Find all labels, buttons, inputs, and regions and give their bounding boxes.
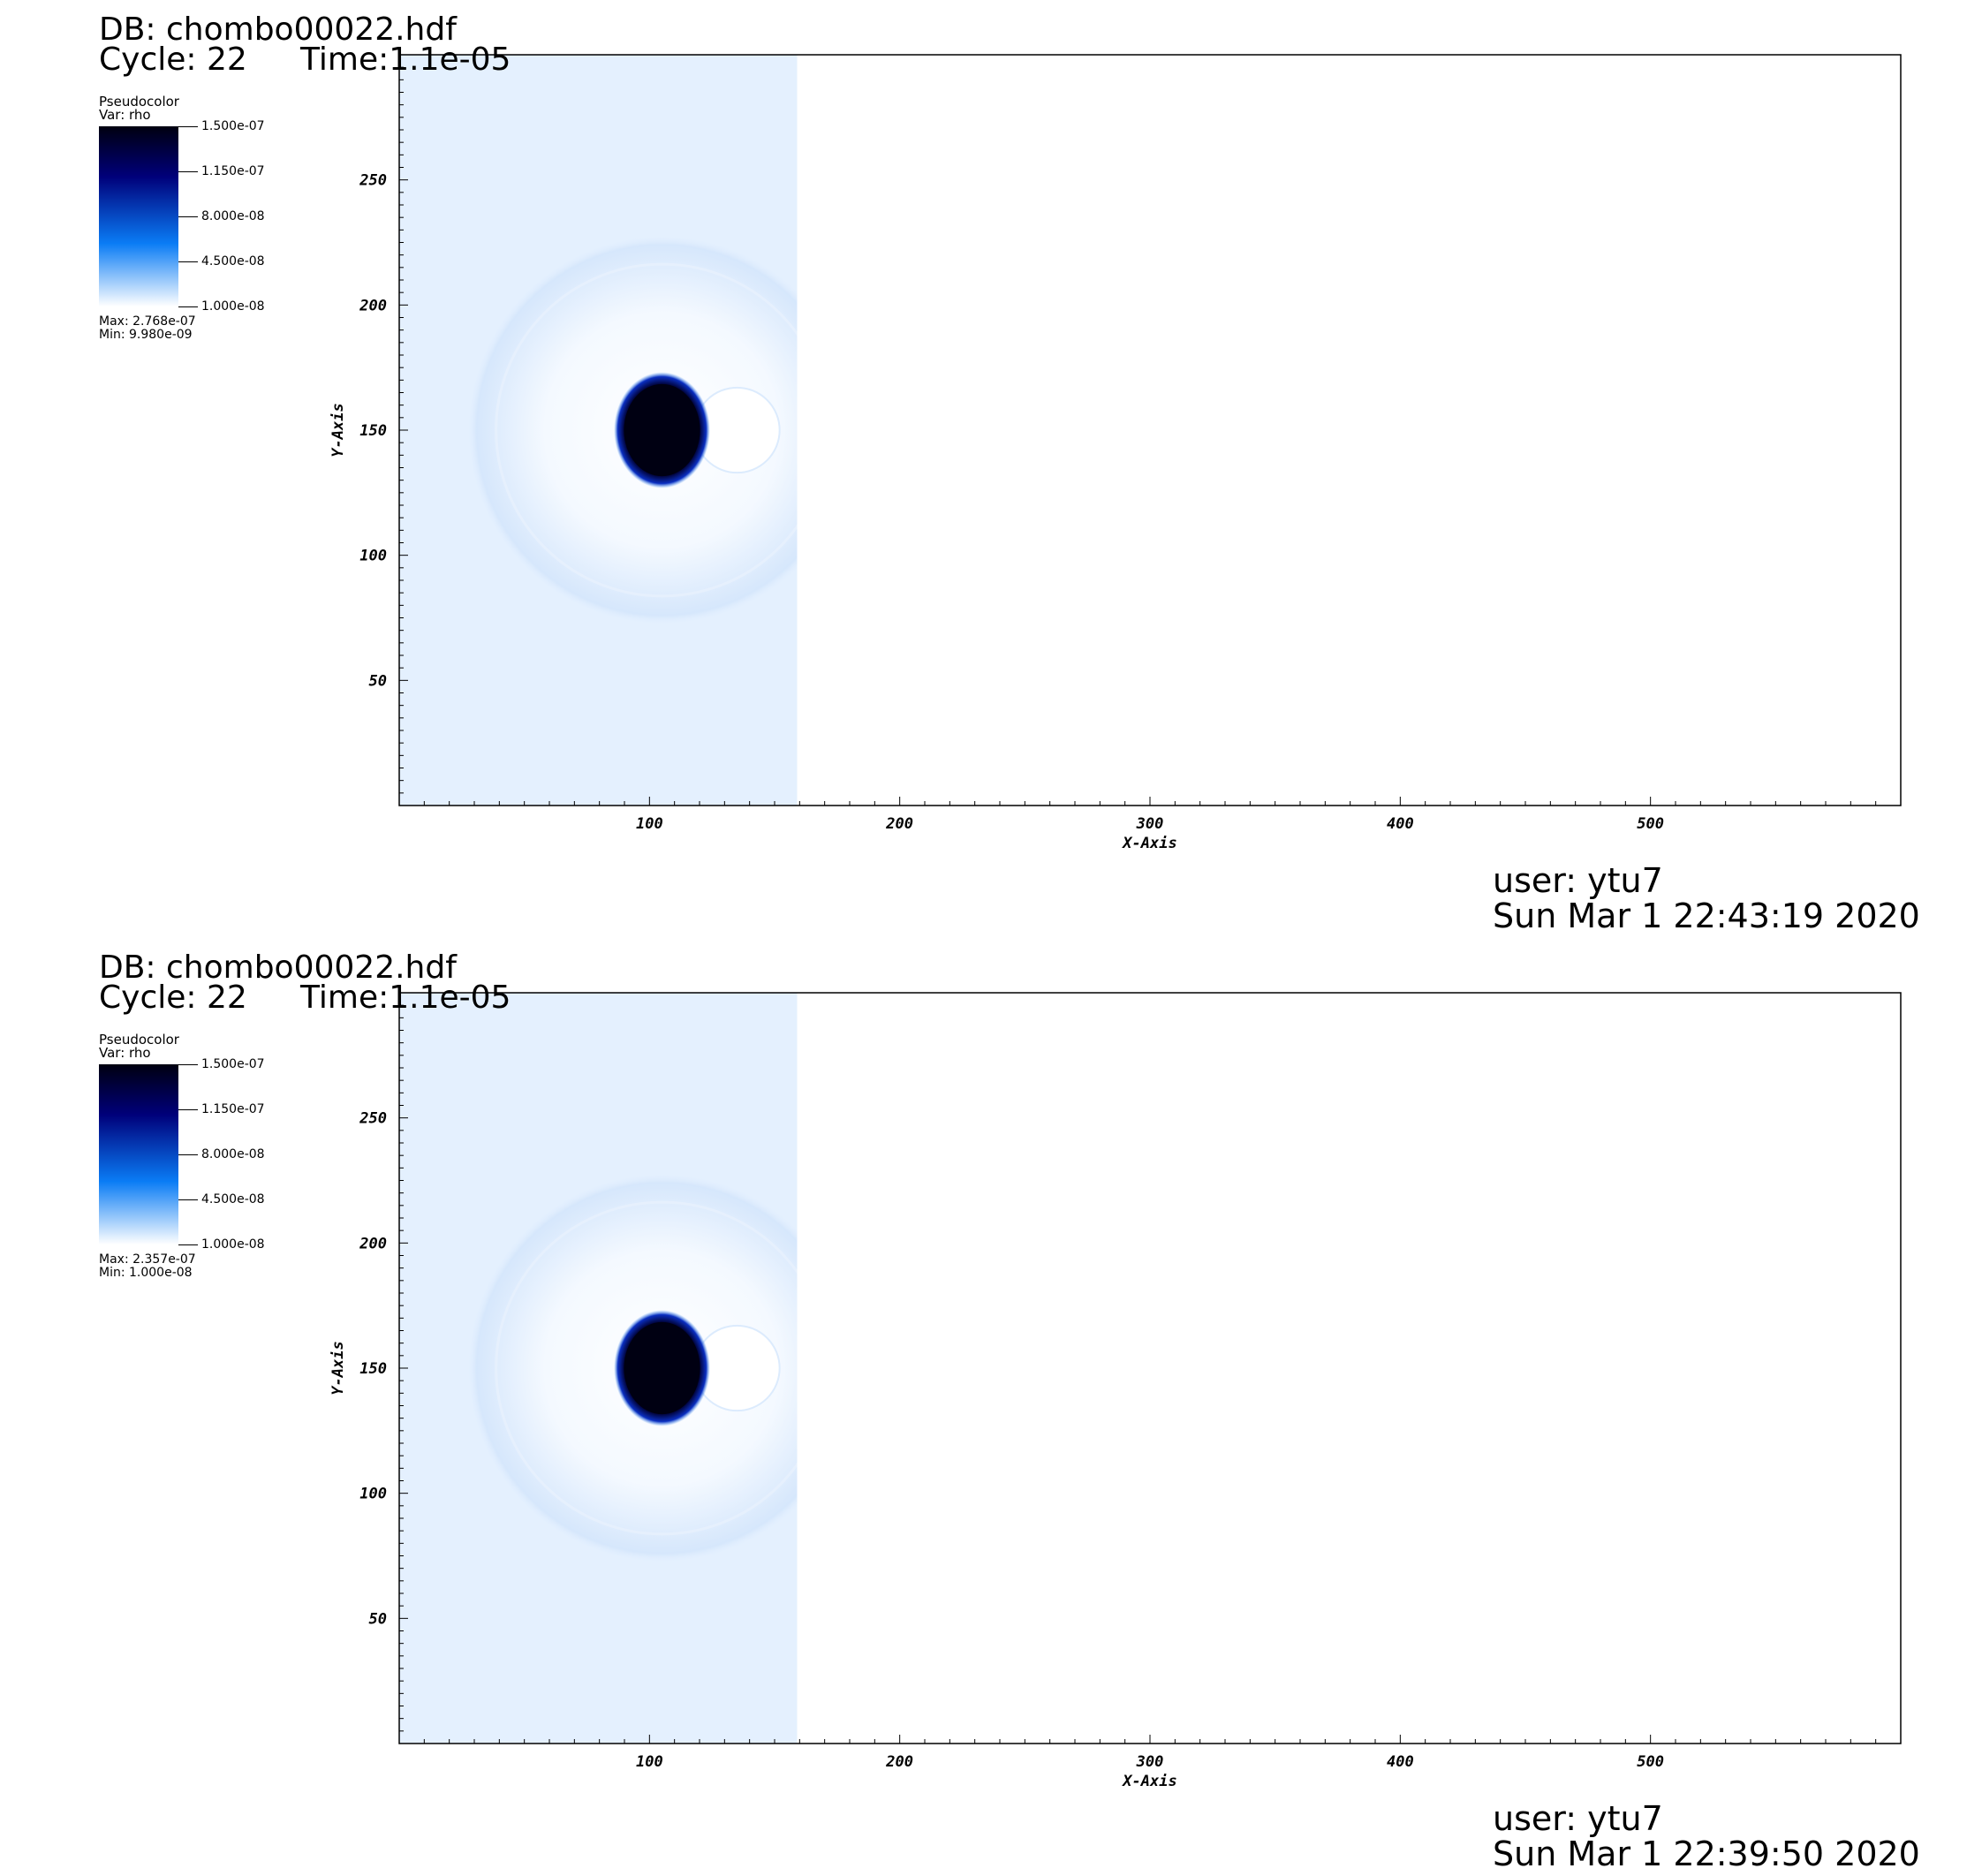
x-tick-label: 200 [885, 1753, 913, 1771]
y-tick-label: 100 [359, 1486, 387, 1503]
shock-ring [495, 1200, 798, 1536]
colorbar [99, 1064, 178, 1244]
heatmap-plot-2: 100 200 300 400 500 50 100 150 200 250 X-Axis Y-Axi… [329, 992, 1902, 1790]
colorbar-label: 8.000e-08 [201, 209, 265, 223]
colorbar-label: 4.500e-08 [201, 254, 265, 269]
colorbar-label: 1.150e-07 [201, 164, 265, 178]
cycle-label: Cycle: 22 [99, 980, 247, 1016]
y-axis-label: Y-Axis [329, 403, 347, 457]
colorbar-tick [178, 1064, 198, 1065]
x-tick-label: 500 [1637, 1753, 1664, 1771]
colorbar-label: 8.000e-08 [201, 1147, 265, 1161]
colorbar-label: 1.150e-07 [201, 1102, 265, 1116]
legend-plot-type: Pseudocolor [99, 94, 179, 110]
legend-max: Max: 2.357e-07 [99, 1252, 196, 1267]
colorbar-tick [178, 261, 198, 262]
colorbar-tick [178, 126, 198, 127]
colorbar-tick [178, 171, 198, 172]
x-tick-label: 100 [636, 815, 663, 833]
shock-ring [495, 262, 798, 598]
plot-panel-2: 100 200 300 400 500 50 100 150 200 250 X-Axis Y-Axi… [0, 938, 1982, 1876]
y-axis-label: Y-Axis [329, 1341, 347, 1395]
x-tick-label: 300 [1136, 815, 1164, 833]
colorbar-label: 4.500e-08 [201, 1192, 265, 1207]
legend-min: Min: 1.000e-08 [99, 1266, 193, 1280]
colorbar-tick [178, 306, 198, 307]
db-title: DB: chombo00022.hdf [99, 11, 457, 48]
cycle-label: Cycle: 22 [99, 42, 247, 78]
heatmap-plot-1: 100 200 300 400 500 50 100 150 200 250 X-Axis Y-Axi… [329, 54, 1902, 852]
user-label: user: ytu7 [1493, 1799, 1663, 1838]
colorbar-label: 1.000e-08 [201, 1237, 265, 1252]
x-tick-label: 500 [1637, 815, 1664, 833]
colorbar-tick [178, 1109, 198, 1110]
x-tick-label: 400 [1387, 815, 1414, 833]
colorbar-tick [178, 1154, 198, 1155]
colorbar [99, 126, 178, 306]
colorbar-tick [178, 1199, 198, 1200]
y-tick-label: 150 [359, 422, 387, 440]
colorbar-tick [178, 216, 198, 217]
x-axis-label: X-Axis [1121, 835, 1176, 852]
legend-max: Max: 2.768e-07 [99, 314, 196, 329]
y-tick-label: 100 [359, 548, 387, 565]
user-label: user: ytu7 [1493, 861, 1663, 900]
date-label: Sun Mar 1 22:43:19 2020 [1493, 896, 1920, 935]
colorbar-label: 1.000e-08 [201, 299, 265, 314]
x-tick-label: 200 [885, 815, 913, 833]
y-tick-label: 250 [359, 1110, 387, 1128]
date-label: Sun Mar 1 22:39:50 2020 [1493, 1834, 1920, 1873]
x-tick-label: 100 [636, 1753, 663, 1771]
db-title: DB: chombo00022.hdf [99, 949, 457, 986]
x-tick-label: 300 [1136, 1753, 1164, 1771]
time-label: Time:1.1e-05 [300, 42, 511, 78]
legend-var: Var: rho [99, 107, 151, 123]
colorbar-label: 1.500e-07 [201, 1057, 265, 1071]
legend-plot-type: Pseudocolor [99, 1032, 179, 1048]
y-tick-label: 150 [359, 1360, 387, 1378]
y-tick-label: 200 [359, 1235, 387, 1252]
colorbar-label: 1.500e-07 [201, 119, 265, 133]
colorbar-tick [178, 1244, 198, 1245]
y-tick-label: 250 [359, 172, 387, 190]
y-tick-label: 50 [369, 672, 387, 690]
dense-blob [624, 383, 700, 477]
y-tick-label: 50 [369, 1610, 387, 1628]
time-label: Time:1.1e-05 [300, 980, 511, 1016]
dense-blob [624, 1321, 700, 1415]
plot-panel-1: 100 200 300 400 500 50 100 150 200 250 X-Axis Y-Axi… [99, 11, 1920, 935]
legend-var: Var: rho [99, 1045, 151, 1061]
legend-min: Min: 9.980e-09 [99, 328, 193, 342]
x-tick-label: 400 [1387, 1753, 1414, 1771]
y-tick-label: 200 [359, 297, 387, 314]
x-axis-label: X-Axis [1121, 1773, 1176, 1790]
